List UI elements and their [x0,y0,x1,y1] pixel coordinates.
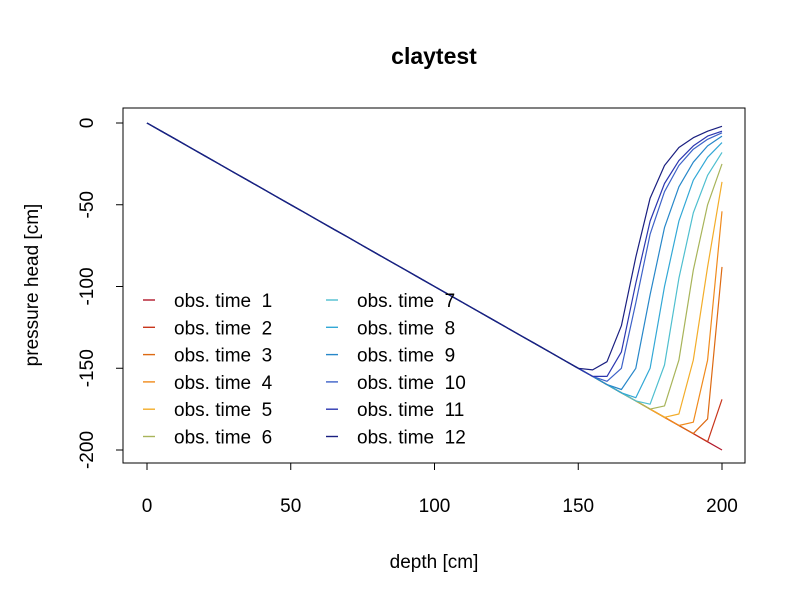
chart-title: claytest [391,43,477,69]
legend-label: obs. time 6 [174,428,272,449]
y-tick-label: -100 [77,267,98,305]
legend-item-obs-time-7: obs. time 7 [326,291,455,312]
legend-item-obs-time-6: obs. time 6 [143,428,272,449]
legend-label: obs. time 5 [174,400,272,421]
legend: obs. time 1 obs. time 2 obs. time 3 obs. ti… [143,291,466,449]
x-tick-label: 100 [419,496,451,517]
legend-item-obs-time-9: obs. time 9 [326,346,455,367]
x-axis-label: depth [cm] [390,552,479,573]
legend-label: obs. time 8 [357,318,455,339]
legend-label: obs. time 4 [174,373,273,394]
x-tick-label: 0 [142,496,153,517]
legend-item-obs-time-8: obs. time 8 [326,318,455,339]
legend-item-obs-time-5: obs. time 5 [143,400,272,421]
legend-label: obs. time 12 [357,428,466,449]
y-axis-label: pressure head [cm] [22,204,43,367]
x-tick-label: 50 [280,496,301,517]
legend-label: obs. time 11 [357,400,464,421]
y-tick-label: 0 [77,118,98,129]
legend-item-obs-time-3: obs. time 3 [143,346,272,367]
x-tick-label: 200 [706,496,738,517]
y-axis: 0 -50 -100 -150 -200 [77,118,124,469]
legend-label: obs. time 10 [357,373,466,394]
y-tick-label: -150 [77,349,98,387]
series-line-obs-time-12 [146,122,723,371]
x-axis: 0 50 100 150 200 [142,462,738,517]
x-tick-label: 150 [562,496,594,517]
legend-item-obs-time-11: obs. time 11 [326,400,464,421]
y-tick-label: -200 [77,431,98,469]
legend-item-obs-time-2: obs. time 2 [143,318,272,339]
legend-item-obs-time-10: obs. time 10 [326,373,466,394]
legend-label: obs. time 3 [174,346,272,367]
legend-label: obs. time 9 [357,346,455,367]
y-tick-label: -50 [77,191,98,218]
legend-item-obs-time-1: obs. time 1 [143,291,272,312]
legend-label: obs. time 7 [357,291,455,312]
legend-label: obs. time 1 [174,291,272,312]
legend-label: obs. time 2 [174,318,272,339]
legend-item-obs-time-12: obs. time 12 [326,428,466,449]
series-layer [146,122,723,451]
legend-item-obs-time-4: obs. time 4 [143,373,273,394]
series-line-obs-time-10 [146,122,723,382]
